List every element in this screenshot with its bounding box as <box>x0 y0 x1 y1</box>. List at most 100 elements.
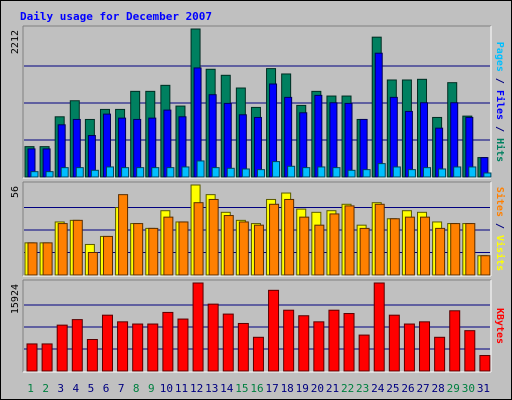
bar-pages-day-12 <box>196 160 205 178</box>
bar-sites-day-20 <box>314 224 325 276</box>
bar-files-day-22 <box>344 102 353 178</box>
bar-sites-day-27 <box>420 216 431 276</box>
legend-label: Pages / Files / Hits <box>494 42 506 162</box>
bar-sites-day-13 <box>208 198 219 276</box>
day-label-19: 19 <box>296 382 309 395</box>
day-label-24: 24 <box>371 382 385 395</box>
day-label-3: 3 <box>57 382 64 395</box>
legend-part-3: / <box>494 120 505 138</box>
day-label-31: 31 <box>477 382 490 395</box>
bar-sites-day-31 <box>480 255 491 276</box>
bar-sites-day-14 <box>223 215 234 276</box>
panel-top: 2212 Pages / Files / Hits <box>10 25 506 179</box>
bar-pages-day-5 <box>90 169 99 178</box>
bar-pages-day-14 <box>226 167 235 178</box>
bar-pages-day-10 <box>166 167 175 178</box>
bar-sites-day-6 <box>102 235 113 276</box>
bar-pages-day-22 <box>347 169 356 178</box>
bar-pages-day-27 <box>423 167 432 178</box>
bar-pages-day-26 <box>407 169 416 178</box>
bar-sites-day-19 <box>299 216 310 276</box>
bar-sites-day-17 <box>269 203 280 276</box>
bar-kbytes-day-27 <box>419 321 431 372</box>
day-label-1: 1 <box>27 382 34 395</box>
bar-kbytes-day-2 <box>41 343 53 372</box>
day-label-8: 8 <box>133 382 140 395</box>
bar-sites-day-8 <box>133 223 144 276</box>
day-label-4: 4 <box>73 382 80 395</box>
legend-part-0: KBytes <box>494 308 505 344</box>
day-label-6: 6 <box>103 382 110 395</box>
bar-files-day-18 <box>284 96 293 178</box>
bar-kbytes-day-16 <box>252 336 264 372</box>
bar-sites-day-23 <box>359 227 370 276</box>
bar-sites-day-4 <box>72 219 83 276</box>
day-label-2: 2 <box>42 382 49 395</box>
legend-part-2: Files <box>494 90 506 120</box>
bar-sites-day-1 <box>27 242 38 276</box>
bar-kbytes-day-4 <box>71 319 83 372</box>
day-label-30: 30 <box>462 382 475 395</box>
bar-sites-day-12 <box>193 202 204 276</box>
bar-sites-day-25 <box>389 218 400 276</box>
bar-sites-day-29 <box>450 223 461 276</box>
bar-files-day-26 <box>404 110 413 178</box>
day-label-14: 14 <box>220 382 234 395</box>
y-max-label: 2212 <box>10 30 21 54</box>
bar-kbytes-day-8 <box>132 323 144 372</box>
day-label-13: 13 <box>205 382 218 395</box>
bar-pages-day-11 <box>181 166 190 178</box>
bar-sites-day-26 <box>404 216 415 276</box>
bar-pages-day-30 <box>468 166 477 178</box>
bar-files-day-10 <box>163 109 172 178</box>
bar-sites-day-16 <box>253 224 264 276</box>
bar-kbytes-day-6 <box>101 314 113 372</box>
bar-pages-day-24 <box>377 163 386 178</box>
bar-files-day-23 <box>359 118 368 178</box>
day-label-15: 15 <box>235 382 248 395</box>
legend-part-2: Visits <box>494 235 506 271</box>
bar-pages-day-4 <box>75 167 84 178</box>
bar-kbytes-day-14 <box>222 313 234 372</box>
bar-pages-day-31 <box>483 172 492 178</box>
bar-sites-day-22 <box>344 205 355 276</box>
legend-part-1: / <box>494 217 505 235</box>
bar-kbytes-day-22 <box>343 313 355 372</box>
day-label-7: 7 <box>118 382 125 395</box>
legend-part-0: Pages <box>494 42 505 72</box>
bar-sites-day-2 <box>42 242 53 276</box>
bar-sites-day-10 <box>163 216 174 276</box>
bar-files-day-24 <box>374 52 383 178</box>
bar-pages-day-20 <box>317 166 326 178</box>
bar-kbytes-day-31 <box>479 355 491 372</box>
day-label-22: 22 <box>341 382 354 395</box>
bar-kbytes-day-21 <box>328 309 340 372</box>
y-max-label: 56 <box>10 186 21 198</box>
bar-sites-day-9 <box>148 227 159 276</box>
day-label-5: 5 <box>88 382 95 395</box>
bar-kbytes-day-18 <box>283 309 295 372</box>
day-label-28: 28 <box>432 382 445 395</box>
bar-sites-day-28 <box>435 227 446 276</box>
panel-bottom: 15924 KBytes <box>10 279 505 373</box>
legend-label: Sites / Visits <box>494 187 506 271</box>
bar-files-day-29 <box>450 102 459 178</box>
bar-sites-day-18 <box>284 198 295 276</box>
day-label-25: 25 <box>386 382 399 395</box>
bar-sites-day-24 <box>374 203 385 276</box>
bar-kbytes-day-13 <box>207 303 219 372</box>
panel-middle: 56 Sites / Visits <box>10 181 506 277</box>
bar-files-day-25 <box>389 96 398 178</box>
bar-kbytes-day-12 <box>192 282 204 372</box>
bar-kbytes-day-15 <box>237 322 249 372</box>
bar-sites-day-5 <box>87 252 98 276</box>
bar-kbytes-day-30 <box>464 330 476 372</box>
day-label-12: 12 <box>190 382 203 395</box>
bar-files-day-20 <box>314 94 323 178</box>
bar-kbytes-day-1 <box>26 343 38 372</box>
bar-pages-day-15 <box>241 168 250 178</box>
bar-pages-day-8 <box>136 167 145 178</box>
bar-sites-day-30 <box>465 223 476 276</box>
bar-kbytes-day-24 <box>373 282 385 372</box>
